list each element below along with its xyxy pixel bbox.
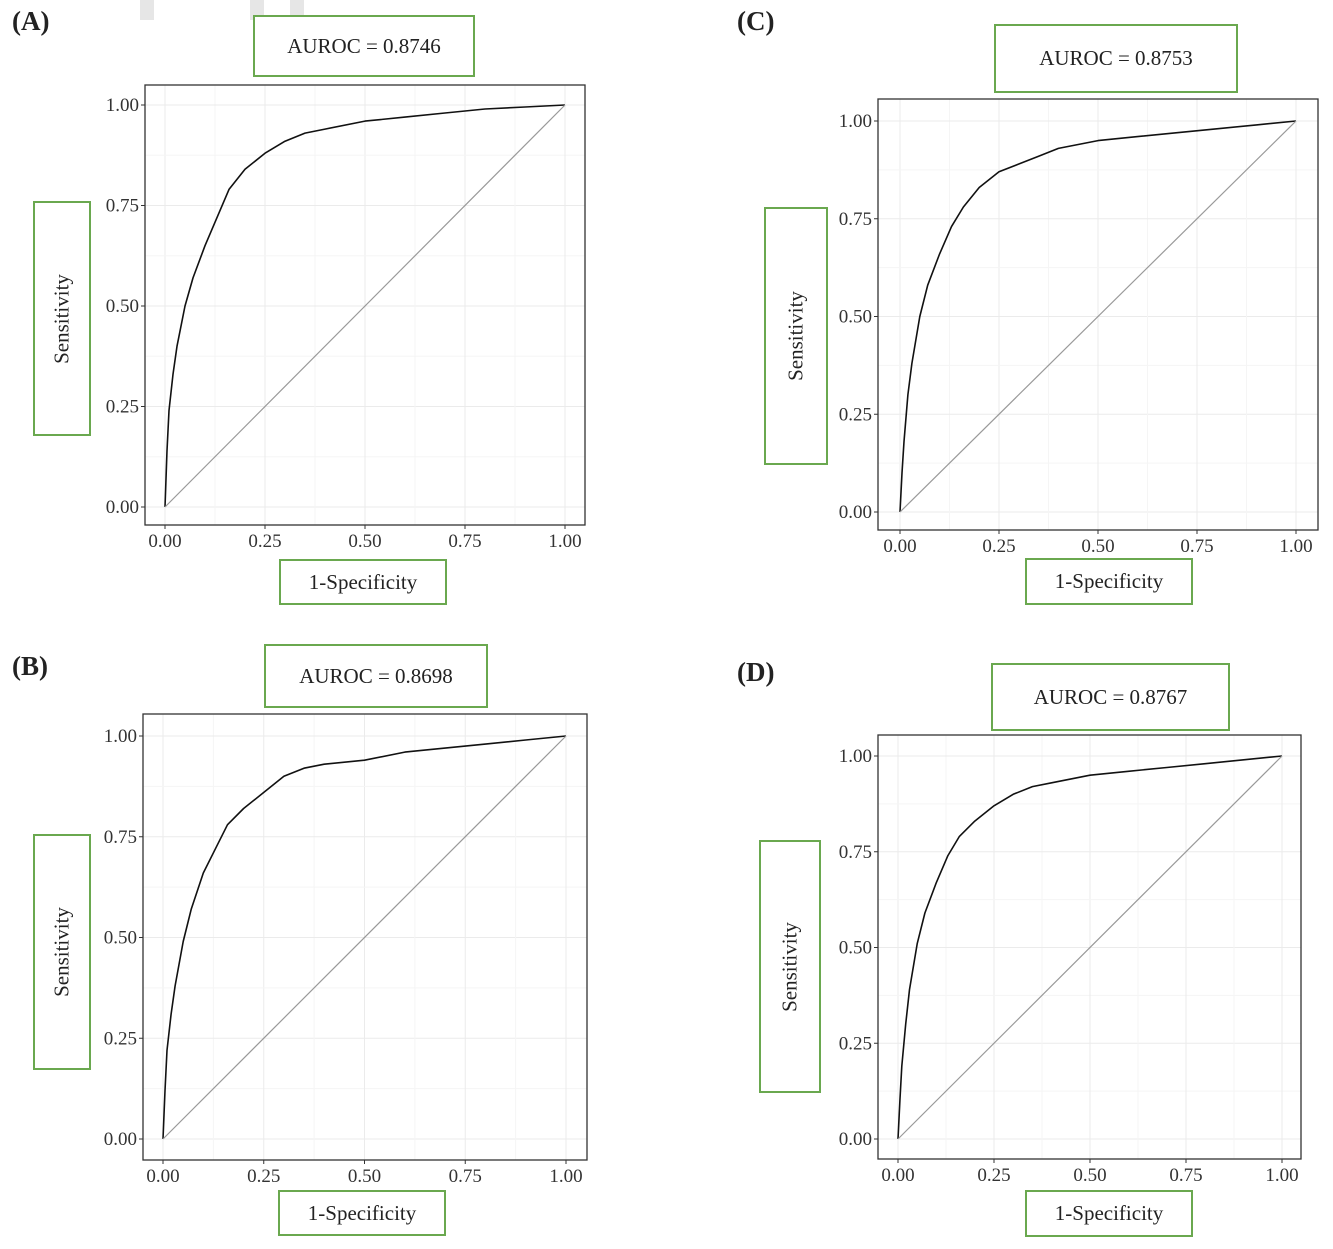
y-tick-label: 1.00	[839, 111, 872, 132]
x-tick-label: 0.25	[248, 531, 281, 552]
x-tick-label: 1.00	[548, 531, 581, 552]
x-tick-label: 0.75	[1180, 536, 1213, 557]
x-tick-label: 0.00	[883, 536, 916, 557]
y-tick-label: 0.75	[104, 827, 137, 848]
roc-plot: 0.00 0.00 0.25 0.25 0.50 0.50 0.75 0.75 1.00 1.00	[839, 734, 1302, 1186]
y-tick-label: 0.25	[106, 397, 139, 418]
y-tick-label: 0.75	[106, 196, 139, 217]
y-tick-label: 0.75	[839, 842, 872, 863]
y-axis-label: Sensitivity	[49, 273, 74, 364]
roc-plot: 0.00 0.00 0.25 0.25 0.50 0.50 0.75 0.75 1.00 1.00	[104, 713, 588, 1187]
y-tick-label: 1.00	[839, 746, 872, 767]
x-tick-label: 0.25	[977, 1165, 1010, 1186]
reference-diagonal-line	[164, 104, 566, 508]
x-tick-label: 0.00	[881, 1165, 914, 1186]
x-tick-label: 0.25	[982, 536, 1015, 557]
y-axis-label-box: Sensitivity	[33, 201, 91, 436]
y-tick-label: 0.25	[104, 1028, 137, 1049]
x-tick-label: 1.00	[1279, 536, 1312, 557]
x-tick-label: 1.00	[1265, 1165, 1298, 1186]
roc-curve-line	[897, 755, 1283, 1140]
y-axis-label: Sensitivity	[777, 921, 802, 1012]
y-tick-label: 1.00	[106, 95, 139, 116]
auroc-label: AUROC = 0.8698	[264, 644, 488, 708]
y-tick-label: 0.50	[839, 307, 872, 328]
y-axis-label-box: Sensitivity	[33, 834, 91, 1070]
y-tick-label: 0.00	[839, 502, 872, 523]
x-tick-label: 0.75	[449, 1166, 482, 1187]
x-tick-label: 0.00	[146, 1166, 179, 1187]
x-tick-label: 0.50	[1081, 536, 1114, 557]
roc-curve-line	[164, 104, 566, 508]
roc-plot: 0.00 0.00 0.25 0.25 0.50 0.50 0.75 0.75 1.00 1.00	[839, 98, 1319, 557]
roc-plot: 0.00 0.00 0.25 0.25 0.50 0.50 0.75 0.75 1.00 1.00	[106, 84, 586, 552]
x-tick-label: 0.50	[348, 1166, 381, 1187]
auroc-label: AUROC = 0.8767	[991, 663, 1230, 731]
panel-label: (D)	[737, 657, 775, 687]
auroc-label: AUROC = 0.8746	[253, 15, 475, 77]
panel-label: (B)	[12, 651, 48, 681]
roc-curve-line	[899, 120, 1297, 513]
y-tick-label: 0.25	[839, 1033, 872, 1054]
x-axis-label: 1-Specificity	[279, 559, 447, 605]
x-axis-label: 1-Specificity	[278, 1190, 446, 1236]
y-axis-label: Sensitivity	[49, 907, 74, 997]
y-tick-label: 0.50	[839, 938, 872, 959]
x-tick-label: 0.75	[1169, 1165, 1202, 1186]
x-tick-label: 0.50	[1073, 1165, 1106, 1186]
auroc-label: AUROC = 0.8753	[994, 24, 1238, 93]
y-tick-label: 0.75	[839, 209, 872, 230]
y-axis-label: Sensitivity	[783, 291, 808, 381]
panel-label: (A)	[12, 6, 50, 36]
x-tick-label: 0.25	[247, 1166, 280, 1187]
x-tick-label: 1.00	[549, 1166, 582, 1187]
y-tick-label: 0.00	[104, 1129, 137, 1150]
reference-diagonal-line	[899, 120, 1297, 513]
x-axis-label: 1-Specificity	[1025, 1190, 1193, 1237]
x-axis-label: 1-Specificity	[1025, 558, 1193, 605]
y-tick-label: 0.50	[104, 928, 137, 949]
y-tick-label: 0.00	[106, 497, 139, 518]
y-axis-label-box: Sensitivity	[759, 840, 821, 1093]
y-tick-label: 0.25	[839, 404, 872, 425]
roc-curve-line	[162, 735, 567, 1140]
x-tick-label: 0.00	[148, 531, 181, 552]
y-tick-label: 0.50	[106, 296, 139, 317]
reference-diagonal-line	[162, 735, 567, 1140]
x-tick-label: 0.75	[448, 531, 481, 552]
panel-label: (C)	[737, 6, 775, 36]
y-tick-label: 0.00	[839, 1129, 872, 1150]
x-tick-label: 0.50	[348, 531, 381, 552]
reference-diagonal-line	[897, 755, 1283, 1140]
y-tick-label: 1.00	[104, 726, 137, 747]
y-axis-label-box: Sensitivity	[764, 207, 828, 465]
